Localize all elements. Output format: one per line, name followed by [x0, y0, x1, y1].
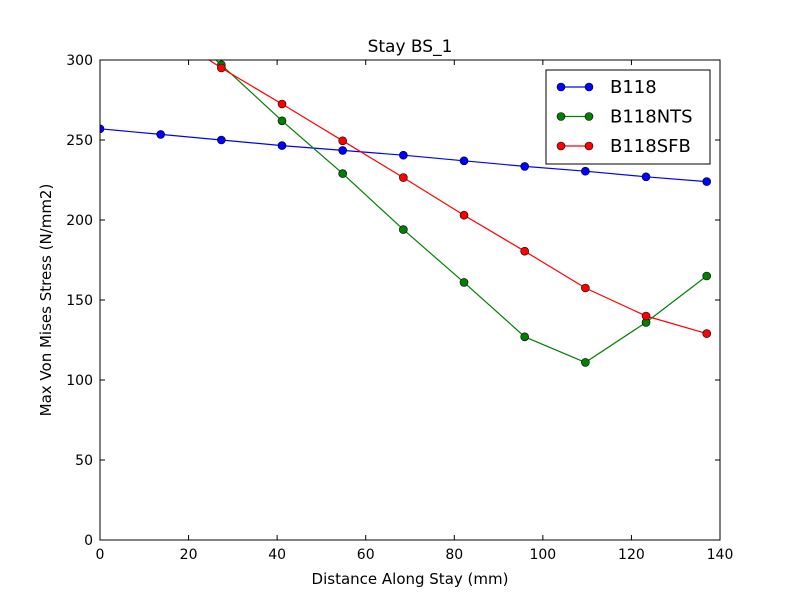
y-tick-label: 0	[84, 533, 93, 549]
y-tick-label: 100	[66, 373, 93, 389]
x-axis: 0 20 40 60 80 100 120 140	[96, 60, 734, 563]
data-point-b118nts	[338, 169, 347, 178]
data-point-b118	[520, 162, 530, 171]
data-point-b118nts	[459, 278, 469, 287]
y-tick-label: 250	[66, 133, 93, 149]
series-b118sfb	[157, 24, 712, 338]
data-point-b118	[581, 166, 590, 176]
data-point-b118sfb	[277, 99, 287, 109]
data-point-b118	[399, 150, 408, 160]
data-point-b118	[641, 172, 651, 182]
data-point-b118nts	[581, 358, 590, 367]
legend-marker	[556, 112, 566, 121]
x-tick-label: 140	[707, 547, 734, 563]
legend-entry-b118nts: B118NTS	[556, 107, 693, 128]
x-tick-label: 40	[268, 547, 286, 563]
data-point-b118	[459, 156, 469, 166]
data-point-b118sfb	[520, 246, 530, 256]
data-point-b118	[277, 141, 287, 150]
data-point-b118sfb	[702, 329, 712, 338]
data-point-b118	[217, 135, 226, 145]
data-point-b118sfb	[581, 283, 590, 293]
x-axis-label: Distance Along Stay (mm)	[312, 570, 509, 588]
chart-title: Stay BS_1	[368, 37, 453, 57]
series-b118	[100, 124, 712, 186]
legend-label: B118SFB	[610, 136, 691, 157]
series-line-b118sfb	[208, 60, 707, 335]
data-point-b118	[702, 177, 712, 186]
data-point-b118sfb	[157, 24, 165, 32]
y-axis-label: Max Von Mises Stress (N/mm2)	[37, 184, 55, 417]
legend-marker	[556, 82, 566, 92]
data-point-b118sfb	[338, 136, 347, 146]
legend-label: B118	[610, 77, 657, 98]
x-tick-label: 20	[180, 547, 198, 563]
legend: B118 B118NTS B118SFB	[545, 69, 711, 165]
y-tick-label: 150	[66, 293, 93, 309]
y-tick-label: 200	[66, 213, 93, 229]
data-point-b118sfb	[641, 311, 651, 321]
data-point-b118nts	[157, 8, 165, 16]
data-point-b118nts	[702, 271, 712, 281]
data-point-b118	[338, 146, 347, 155]
data-point-b118sfb	[217, 63, 226, 73]
data-point-b118sfb	[459, 210, 469, 220]
x-tick-label: 80	[445, 547, 463, 563]
y-axis: 0 50 100 150 200 250 300	[66, 53, 720, 549]
legend-marker	[556, 141, 566, 151]
series-layer	[100, 8, 712, 367]
x-tick-label: 60	[357, 547, 375, 563]
legend-entry-b118sfb: B118SFB	[556, 136, 691, 157]
y-tick-label: 300	[66, 53, 93, 69]
data-point-b118nts	[520, 332, 530, 342]
series-b118nts	[157, 8, 712, 367]
data-point-b118nts	[399, 225, 408, 234]
legend-marker	[584, 112, 594, 121]
legend-marker	[584, 141, 594, 151]
y-tick-label: 50	[75, 453, 93, 469]
legend-entry-b118: B118	[556, 77, 657, 98]
legend-marker	[584, 82, 594, 92]
x-tick-label: 100	[529, 547, 556, 563]
x-tick-label: 120	[618, 547, 645, 563]
x-tick-label: 0	[96, 547, 105, 563]
legend-label: B118NTS	[610, 107, 693, 128]
data-point-b118	[156, 130, 165, 139]
data-point-b118sfb	[399, 173, 408, 182]
series-line-b118nts	[214, 60, 708, 364]
data-point-b118nts	[277, 116, 287, 126]
data-point-b118	[100, 124, 105, 134]
